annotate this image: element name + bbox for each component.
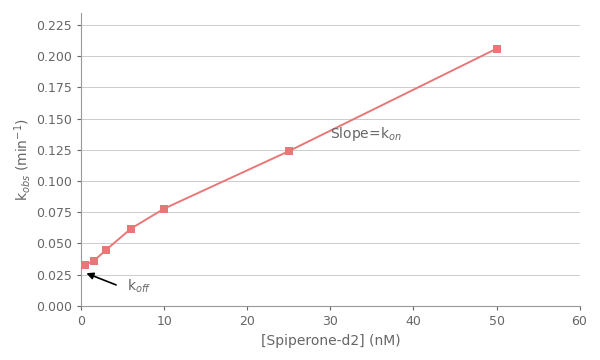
Text: k$_{off}$: k$_{off}$ <box>127 277 151 294</box>
Y-axis label: k$_{obs}$ (min$^{-1}$): k$_{obs}$ (min$^{-1}$) <box>13 118 34 201</box>
Text: Slope=k$_{on}$: Slope=k$_{on}$ <box>331 125 402 143</box>
X-axis label: [Spiperone-d2] (nM): [Spiperone-d2] (nM) <box>260 333 400 347</box>
